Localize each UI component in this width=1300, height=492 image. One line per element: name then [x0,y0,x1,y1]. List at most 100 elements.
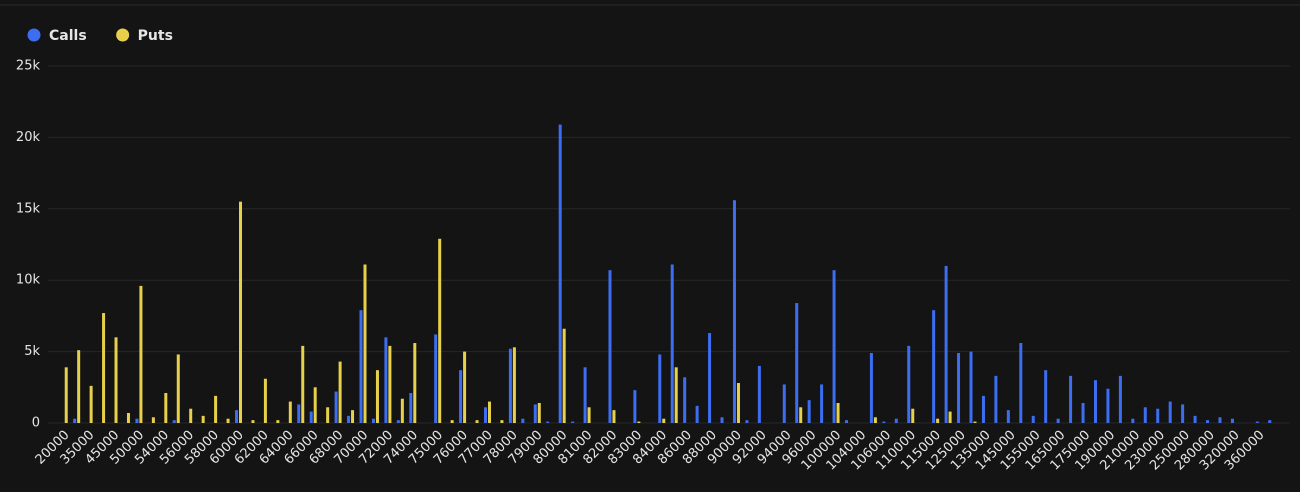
bar [226,418,230,423]
bar [1044,370,1048,423]
bar [371,418,375,423]
bar [338,361,342,423]
bar [1118,375,1122,423]
bar [375,370,379,423]
bar [757,365,761,423]
bar [745,420,749,423]
bar [384,337,388,423]
bar [309,411,313,423]
bar [571,421,575,423]
y-tick-label: 15k [16,201,41,216]
y-tick-label: 10k [16,273,41,288]
bar [981,395,985,423]
bar [114,337,118,423]
bar [396,420,400,423]
bar [1168,401,1172,423]
bar [359,310,363,423]
bar [189,408,193,423]
bar [251,420,255,423]
bar [907,345,911,423]
bar [463,351,467,423]
bar [313,387,317,423]
bar [363,264,367,423]
bar [73,418,77,423]
bar [1156,408,1160,423]
bar [351,410,355,423]
bar [944,265,948,423]
bar [1081,403,1085,423]
bar [936,418,940,423]
bar [77,350,81,423]
bar [732,200,736,423]
bar [483,407,487,423]
bar [459,370,463,423]
bar [1230,418,1234,423]
bar [1218,417,1222,423]
bar [239,201,243,423]
bar [836,403,840,423]
bar [64,367,68,423]
bar [1193,415,1197,423]
bar [736,383,740,423]
bar [512,347,516,423]
bar [658,354,662,423]
bar [135,418,139,423]
bar [1093,380,1097,423]
bar [1181,404,1185,423]
bar [562,328,566,423]
bar [882,421,886,423]
bar [487,401,491,423]
bar [151,417,155,423]
bar [1268,420,1272,423]
bar [1006,410,1010,423]
bar [409,393,413,423]
bar [537,403,541,423]
bar [948,411,952,423]
bar [894,418,898,423]
bar [500,420,504,423]
bar [201,415,205,423]
bar [450,420,454,423]
bar [612,410,616,423]
bar [708,333,712,423]
bar [475,420,479,423]
bar [720,417,724,423]
bar [994,375,998,423]
bar [1056,418,1060,423]
bar [820,384,824,423]
bar [546,421,550,423]
bar [533,404,537,423]
bar [102,313,106,423]
bar [1031,415,1035,423]
bar [126,413,130,423]
y-tick-label: 0 [32,416,40,431]
bar [799,407,803,423]
bar [326,407,330,423]
bar [587,407,591,423]
bar [176,354,180,423]
legend-marker [116,28,130,42]
bar [782,384,786,423]
bar [662,418,666,423]
bar [413,343,417,423]
bar [1019,343,1023,423]
y-tick-label: 5k [24,344,40,359]
bar [434,334,438,423]
bar [795,303,799,423]
bar [164,393,168,423]
bar [932,310,936,423]
bar [670,264,674,423]
bar [683,377,687,423]
bar [139,285,143,423]
bar [911,408,915,423]
bar [172,420,176,423]
bar [873,417,877,423]
bar [637,421,641,423]
bar [235,410,239,423]
bar [558,124,562,423]
bar [1143,407,1147,423]
legend-marker [27,28,41,42]
bar [1069,375,1073,423]
bar [301,345,305,423]
